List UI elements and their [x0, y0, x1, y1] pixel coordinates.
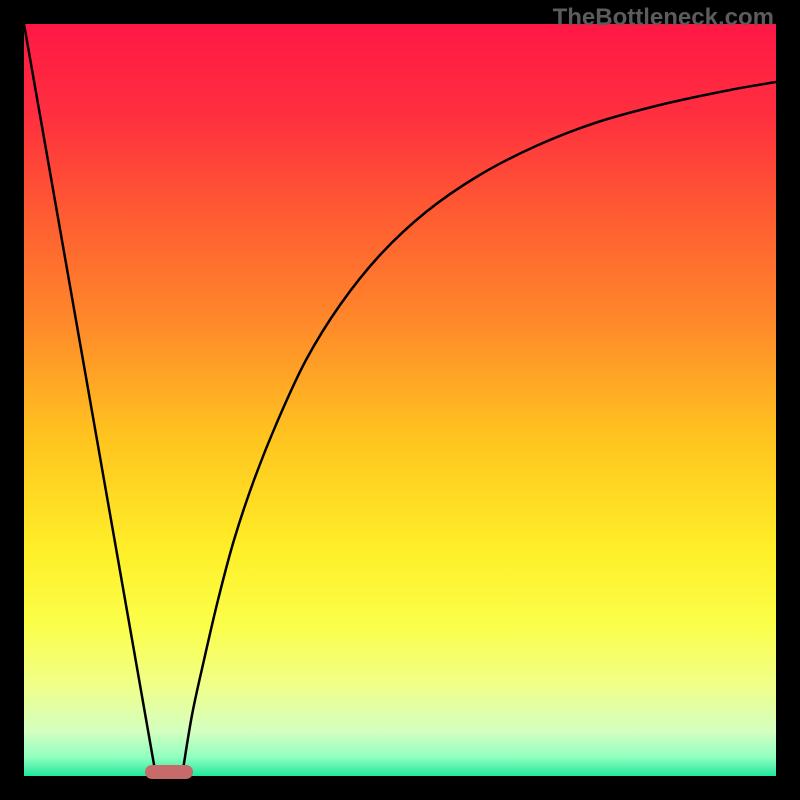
bottom-marker [145, 765, 193, 779]
chart-canvas: TheBottleneck.com [0, 0, 800, 800]
plot-area [24, 24, 776, 776]
curve-overlay [24, 24, 776, 776]
watermark-text: TheBottleneck.com [553, 4, 774, 32]
